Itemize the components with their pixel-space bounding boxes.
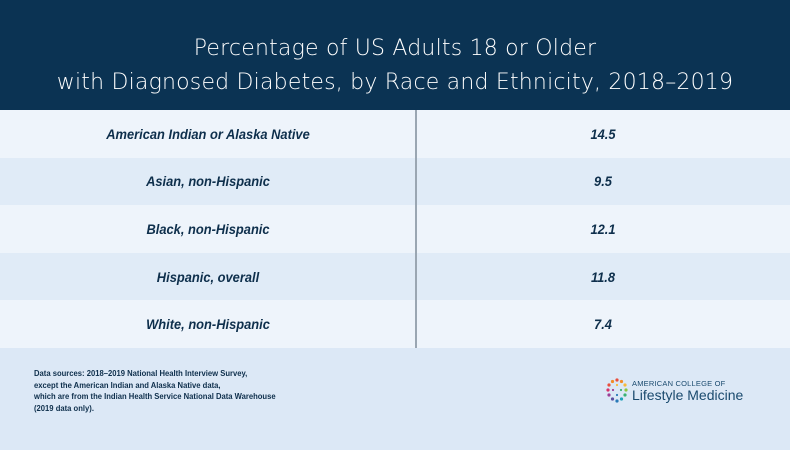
group-cell: Asian, non-Hispanic (146, 173, 270, 190)
dotted-ring-logo-icon (606, 378, 628, 403)
group-cell: White, non-Hispanic (146, 316, 270, 333)
value-cell: 11.8 (590, 268, 616, 285)
title-line-1: Percentage of US Adults 18 or Older (193, 36, 597, 61)
value-cell: 9.5 (594, 173, 612, 190)
table-row: American Indian or Alaska Native 14.5 (0, 110, 790, 158)
value-cell: 7.4 (594, 316, 612, 333)
table-row: Black, non-Hispanic 12.1 (0, 205, 790, 253)
title-line-2: with Diagnosed Diabetes, by Race and Eth… (56, 70, 734, 95)
group-cell: American Indian or Alaska Native (106, 125, 310, 142)
source-line: except the American Indian and Alaska Na… (34, 379, 221, 390)
group-cell: Black, non-Hispanic (146, 220, 270, 237)
logo-line-2: Lifestyle Medicine (632, 387, 744, 403)
data-table: American Indian or Alaska Native 14.5 As… (0, 110, 790, 348)
title-banner: Percentage of US Adults 18 or Older with… (0, 0, 790, 110)
source-line: which are from the Indian Health Service… (34, 391, 276, 401)
table-row: White, non-Hispanic 7.4 (0, 300, 790, 348)
value-cell: 14.5 (590, 125, 616, 142)
logo-line-1: AMERICAN COLLEGE OF (632, 379, 726, 388)
data-source-note: Data sources: 2018–2019 National Health … (34, 368, 276, 414)
column-divider (415, 110, 417, 348)
value-cell: 12.1 (590, 220, 616, 237)
source-line: (2019 data only). (34, 402, 94, 413)
aclm-logo: AMERICAN COLLEGE OF Lifestyle Medicine (606, 378, 743, 404)
table-row: Asian, non-Hispanic 9.5 (0, 157, 790, 206)
source-line: Data sources: 2018–2019 National Health … (34, 368, 248, 378)
table-row: Hispanic, overall 11.8 (0, 252, 790, 301)
footer: Data sources: 2018–2019 National Health … (0, 348, 790, 450)
group-cell: Hispanic, overall (156, 268, 260, 285)
